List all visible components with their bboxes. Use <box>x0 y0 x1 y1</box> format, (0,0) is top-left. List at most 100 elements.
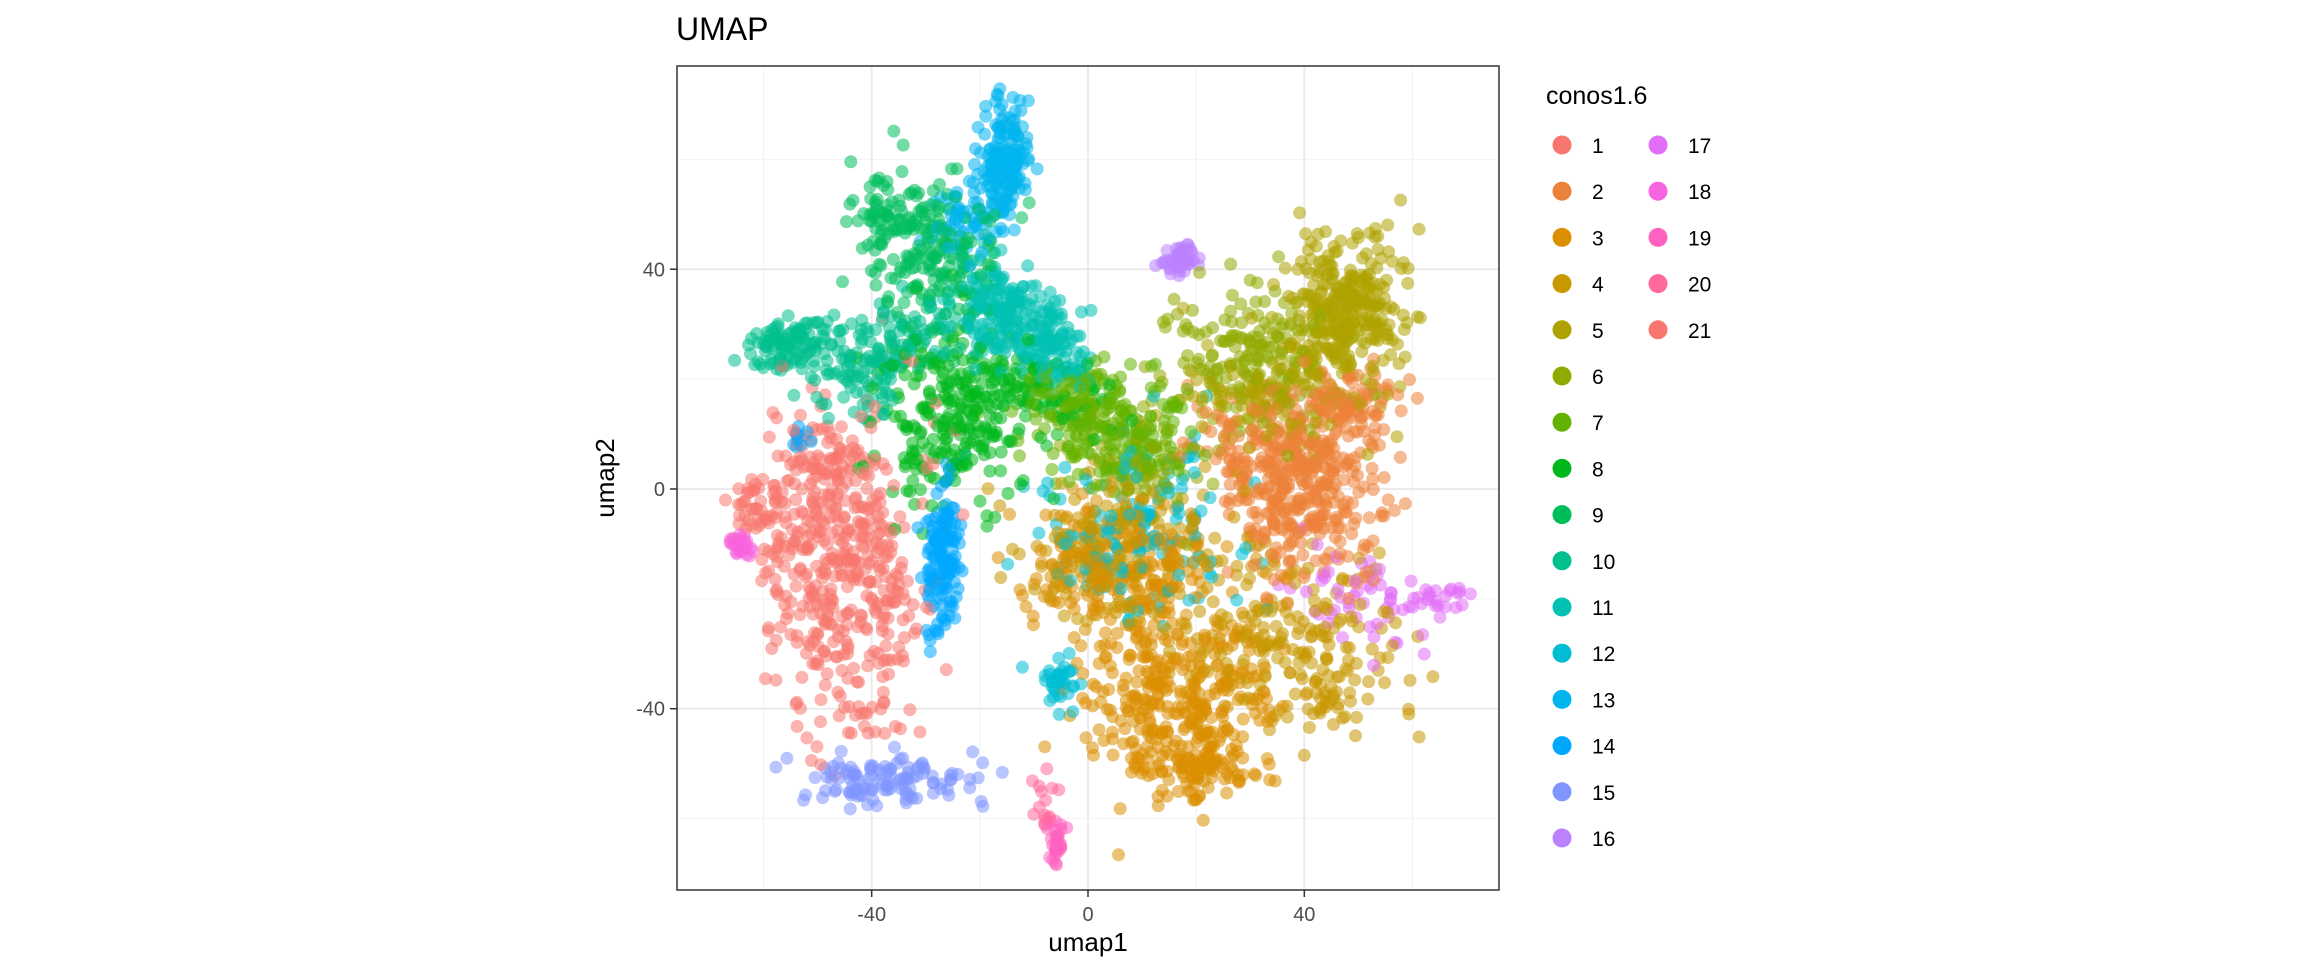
point-cluster-4 <box>994 571 1008 584</box>
point-cluster-17 <box>1417 647 1431 661</box>
point-cluster-13 <box>968 158 982 171</box>
point-cluster-1 <box>879 639 893 653</box>
point-cluster-3 <box>1236 712 1250 726</box>
point-cluster-6 <box>1224 304 1238 318</box>
point-cluster-12 <box>1036 484 1050 498</box>
point-cluster-1 <box>789 579 803 593</box>
point-cluster-1 <box>827 635 841 649</box>
point-cluster-1 <box>820 667 834 681</box>
point-cluster-1 <box>778 510 792 524</box>
point-cluster-4 <box>1291 627 1305 641</box>
point-cluster-6 <box>1234 297 1248 311</box>
point-cluster-3 <box>1205 636 1219 650</box>
point-cluster-13 <box>991 132 1005 146</box>
point-cluster-3 <box>1184 636 1198 650</box>
point-cluster-10 <box>728 353 742 367</box>
point-cluster-2 <box>1368 409 1382 422</box>
point-cluster-3 <box>1166 580 1180 594</box>
point-cluster-5 <box>1380 328 1394 341</box>
point-cluster-3 <box>1236 730 1250 744</box>
point-cluster-14 <box>924 563 938 577</box>
point-cluster-3 <box>1211 658 1225 672</box>
point-cluster-9 <box>855 241 869 255</box>
point-cluster-1 <box>769 585 783 599</box>
point-cluster-21 <box>844 726 858 740</box>
point-cluster-1 <box>880 462 893 476</box>
point-cluster-11 <box>973 253 987 267</box>
point-cluster-5 <box>1203 376 1217 389</box>
point-cluster-1 <box>875 624 889 638</box>
point-cluster-12 <box>1172 506 1186 520</box>
point-cluster-13 <box>1003 198 1017 212</box>
point-cluster-9 <box>843 197 857 211</box>
point-cluster-9 <box>897 296 911 310</box>
point-cluster-1 <box>795 482 809 496</box>
point-cluster-4 <box>1403 673 1417 687</box>
point-cluster-10 <box>884 338 898 352</box>
point-cluster-4 <box>1327 718 1340 731</box>
point-cluster-12 <box>1230 593 1244 607</box>
chart-title: UMAP <box>676 11 768 47</box>
point-cluster-8 <box>1050 427 1064 441</box>
point-cluster-4 <box>981 482 995 496</box>
point-cluster-3 <box>1186 702 1200 716</box>
point-cluster-1 <box>778 496 792 510</box>
point-cluster-4 <box>1292 656 1306 670</box>
point-cluster-10 <box>845 317 859 331</box>
point-cluster-17 <box>1336 631 1349 645</box>
point-cluster-7 <box>1046 447 1060 460</box>
point-cluster-1 <box>909 622 923 636</box>
point-cluster-3 <box>1078 623 1092 636</box>
point-cluster-8 <box>994 445 1008 459</box>
point-cluster-14 <box>939 582 953 596</box>
point-cluster-17 <box>1438 600 1452 614</box>
point-cluster-3 <box>1152 757 1166 770</box>
point-cluster-17 <box>1404 574 1418 588</box>
point-cluster-3 <box>1248 706 1262 720</box>
point-cluster-1 <box>768 479 782 492</box>
point-cluster-5 <box>1201 338 1215 352</box>
point-cluster-16 <box>1175 257 1189 271</box>
point-cluster-15 <box>945 766 959 780</box>
point-cluster-7 <box>1106 396 1120 410</box>
point-cluster-5 <box>1412 222 1426 236</box>
point-cluster-6 <box>1275 347 1289 360</box>
point-cluster-10 <box>953 341 967 355</box>
point-cluster-9 <box>844 155 858 169</box>
point-cluster-18 <box>736 538 750 552</box>
point-cluster-11 <box>1054 307 1068 321</box>
point-cluster-3 <box>1225 638 1239 652</box>
point-cluster-4 <box>1163 644 1176 658</box>
point-cluster-15 <box>769 760 783 774</box>
point-cluster-7 <box>1033 387 1047 401</box>
point-cluster-1 <box>815 566 829 579</box>
point-cluster-5 <box>1195 420 1209 433</box>
point-cluster-7 <box>1094 419 1108 433</box>
point-cluster-8 <box>969 404 983 418</box>
point-cluster-7 <box>1140 462 1154 476</box>
point-cluster-10 <box>742 338 756 352</box>
point-cluster-2 <box>1287 431 1301 445</box>
point-cluster-6 <box>1199 325 1213 339</box>
point-cluster-2 <box>1334 415 1347 429</box>
point-cluster-6 <box>1180 538 1194 552</box>
point-cluster-12 <box>1050 672 1064 686</box>
point-cluster-9 <box>866 206 880 220</box>
point-cluster-4 <box>1073 553 1087 567</box>
point-cluster-7 <box>1175 401 1189 415</box>
point-cluster-1 <box>860 623 874 637</box>
point-cluster-11 <box>1013 289 1027 303</box>
point-cluster-9 <box>840 215 853 229</box>
point-cluster-1 <box>762 430 776 444</box>
point-cluster-8 <box>980 519 994 533</box>
point-cluster-1 <box>834 420 848 434</box>
point-cluster-2 <box>1410 391 1424 405</box>
point-cluster-16 <box>1149 259 1163 273</box>
point-cluster-8 <box>906 444 919 458</box>
point-cluster-2 <box>1176 436 1190 450</box>
point-cluster-3 <box>1247 670 1260 684</box>
point-cluster-1 <box>868 452 882 466</box>
point-cluster-6 <box>1137 400 1150 414</box>
point-cluster-8 <box>983 464 997 478</box>
point-cluster-4 <box>1322 638 1336 652</box>
